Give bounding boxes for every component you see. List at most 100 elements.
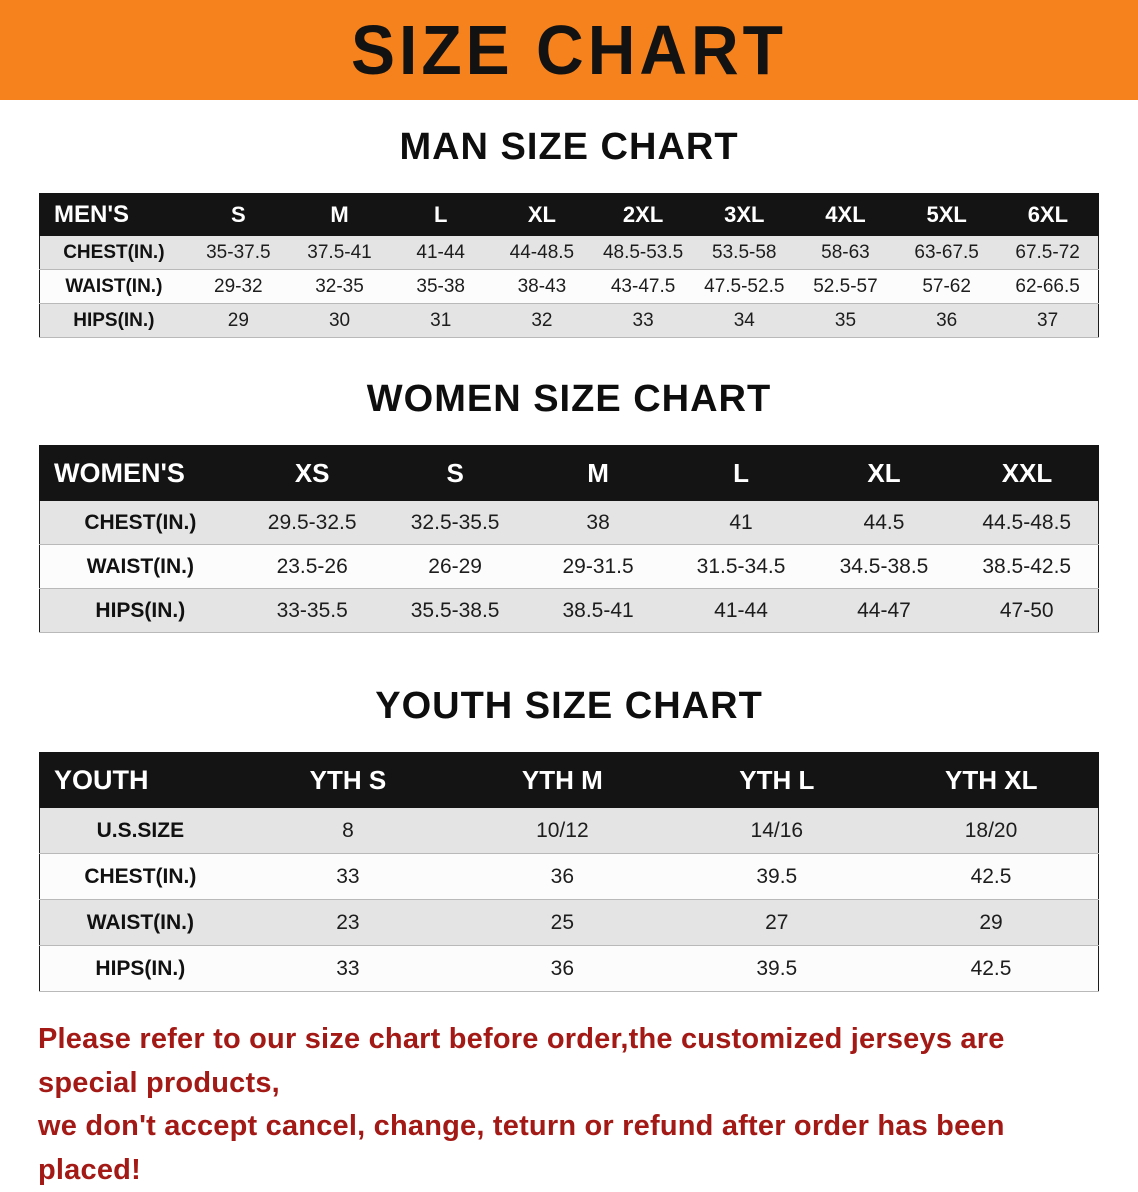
size-column-header: L [669,445,814,501]
size-value-cell: 34 [733,309,755,331]
size-value-cell: 58-63 [821,241,870,263]
section-heading: WOMEN SIZE CHART [366,378,772,420]
size-value-cell: 44.5-48.5 [982,510,1072,534]
youth-size-table: YOUTH YTH S YTH M YTH L YTH XL U.S.SIZE 8 10/12… [38,752,1100,992]
size-value-cell: 33 [336,864,360,888]
size-column-header: 3XL [693,193,796,236]
size-header-row: MEN'S S M L XL 2XL 3XL 4XL 5XL 6XL [38,193,1100,236]
size-value-cell: 37 [1037,309,1059,331]
size-column-header: L [389,193,492,236]
size-value-cell: 44.5 [863,510,905,534]
size-value-cell: 14/16 [750,818,804,842]
size-column-header: 4XL [794,193,897,236]
size-value-cell: 31 [430,309,452,331]
size-column-header: YTH L [669,752,885,808]
section-heading: MAN SIZE CHART [399,126,739,168]
row-label: HIPS(IN.) [95,598,186,622]
size-value-cell: 53.5-58 [712,241,777,263]
size-value-cell: 32.5-35.5 [410,510,500,534]
size-column-header: YTH M [454,752,671,808]
section-heading: YOUTH SIZE CHART [375,685,763,727]
size-value-cell: 33-35.5 [276,598,348,622]
size-chart-section: WOMEN SIZE CHART WOMEN'S XS S M L XL XXL CHEST(I… [0,378,1138,633]
table-title-cell: MEN'S [38,193,189,236]
measurement-row: HIPS(IN.) 33 36 39.5 42.5 [39,945,1099,992]
mens-size-table: MEN'S S M L XL 2XL 3XL 4XL 5XL 6XL CHEST(IN.) 35-37… [38,193,1100,338]
size-value-cell: 41-44 [714,598,768,622]
measurement-row: CHEST(IN.) 33 36 39.5 42.5 [39,853,1099,900]
measurement-row: HIPS(IN.) 29 30 31 32 33 34 35 36 37 [39,303,1099,338]
measurement-row: WAIST(IN.) 23.5-26 26-29 29-31.5 31.5-34.5 34… [39,544,1099,589]
size-value-cell: 39.5 [756,864,798,888]
row-label: U.S.SIZE [96,818,185,842]
size-chart-section: YOUTH SIZE CHART YOUTH YTH S YTH M YTH L YTH … [0,685,1138,992]
size-value-cell: 30 [328,309,351,331]
size-column-header: S [383,445,528,501]
size-value-cell: 23 [336,910,360,934]
size-value-cell: 32 [531,309,553,331]
notice-line-2: we don't accept cancel, change, teturn o… [38,1110,1005,1186]
size-value-cell: 42.5 [970,864,1012,888]
banner: SIZE CHART [0,0,1138,100]
size-value-cell: 10/12 [536,818,589,842]
size-value-cell: 29.5-32.5 [267,510,357,534]
size-value-cell: 39.5 [756,956,798,980]
size-column-header: XXL [954,445,1100,501]
size-charts: MAN SIZE CHART MEN'S S M L XL 2XL 3XL 4XL 5XL 6XL C… [0,126,1138,992]
size-value-cell: 36 [936,309,958,331]
size-column-header: M [526,445,671,501]
size-value-cell: 29-31.5 [562,554,634,578]
size-header-row: YOUTH YTH S YTH M YTH L YTH XL [38,752,1100,808]
size-value-cell: 25 [550,910,575,934]
size-column-header: XS [240,445,385,501]
womens-size-table: WOMEN'S XS S M L XL XXL CHEST(IN.) 29.5-32.5 32.5… [38,445,1100,633]
size-value-cell: 38 [586,510,610,534]
size-value-cell: 57-62 [922,275,971,297]
measurement-row: CHEST(IN.) 29.5-32.5 32.5-35.5 38 41 44.5 44.5… [39,500,1099,545]
size-value-cell: 35.5-38.5 [410,598,500,622]
size-value-cell: 26-29 [428,554,482,578]
size-column-header: M [288,193,391,236]
size-column-header: S [187,193,290,236]
row-label: CHEST(IN.) [84,864,197,888]
size-value-cell: 8 [342,818,354,842]
size-value-cell: 27 [765,910,789,934]
size-value-cell: 48.5-53.5 [602,241,684,263]
size-value-cell: 38-43 [517,275,567,297]
size-value-cell: 33 [336,956,360,980]
size-value-cell: 67.5-72 [1015,241,1080,263]
size-value-cell: 41 [729,510,753,534]
table-title-cell: WOMEN'S [38,445,242,501]
size-value-cell: 36 [550,956,575,980]
size-value-cell: 44-47 [857,598,911,622]
row-label: WAIST(IN.) [86,554,195,578]
row-label: CHEST(IN.) [63,241,165,263]
measurement-row: HIPS(IN.) 33-35.5 35.5-38.5 38.5-41 41-44 44-… [39,588,1099,633]
size-value-cell: 43-47.5 [610,275,676,297]
size-value-cell: 63-67.5 [914,241,979,263]
page-title: SIZE CHART [351,11,787,89]
size-value-cell: 35-38 [416,275,466,297]
table-title-cell: YOUTH [38,752,242,808]
size-value-cell: 35-37.5 [206,241,271,263]
size-value-cell: 18/20 [964,818,1018,842]
size-value-cell: 34.5-38.5 [839,554,929,578]
notice-line-1: Please refer to our size chart before or… [38,1023,1005,1099]
size-value-cell: 29 [227,309,249,331]
size-chart-section: MAN SIZE CHART MEN'S S M L XL 2XL 3XL 4XL 5XL 6XL C… [0,126,1138,338]
row-label: HIPS(IN.) [73,309,155,331]
size-value-cell: 42.5 [970,956,1012,980]
row-label: CHEST(IN.) [84,510,197,534]
row-label: WAIST(IN.) [86,910,195,934]
size-value-cell: 31.5-34.5 [696,554,786,578]
size-column-header: XL [490,193,594,236]
size-value-cell: 38.5-41 [562,598,634,622]
size-value-cell: 47.5-52.5 [704,275,785,297]
size-column-header: 2XL [591,193,695,236]
size-column-header: 5XL [895,193,998,236]
size-value-cell: 23.5-26 [276,554,348,578]
measurement-row: U.S.SIZE 8 10/12 14/16 18/20 [39,807,1099,854]
row-label: HIPS(IN.) [95,956,186,980]
size-value-cell: 44-48.5 [509,241,575,263]
